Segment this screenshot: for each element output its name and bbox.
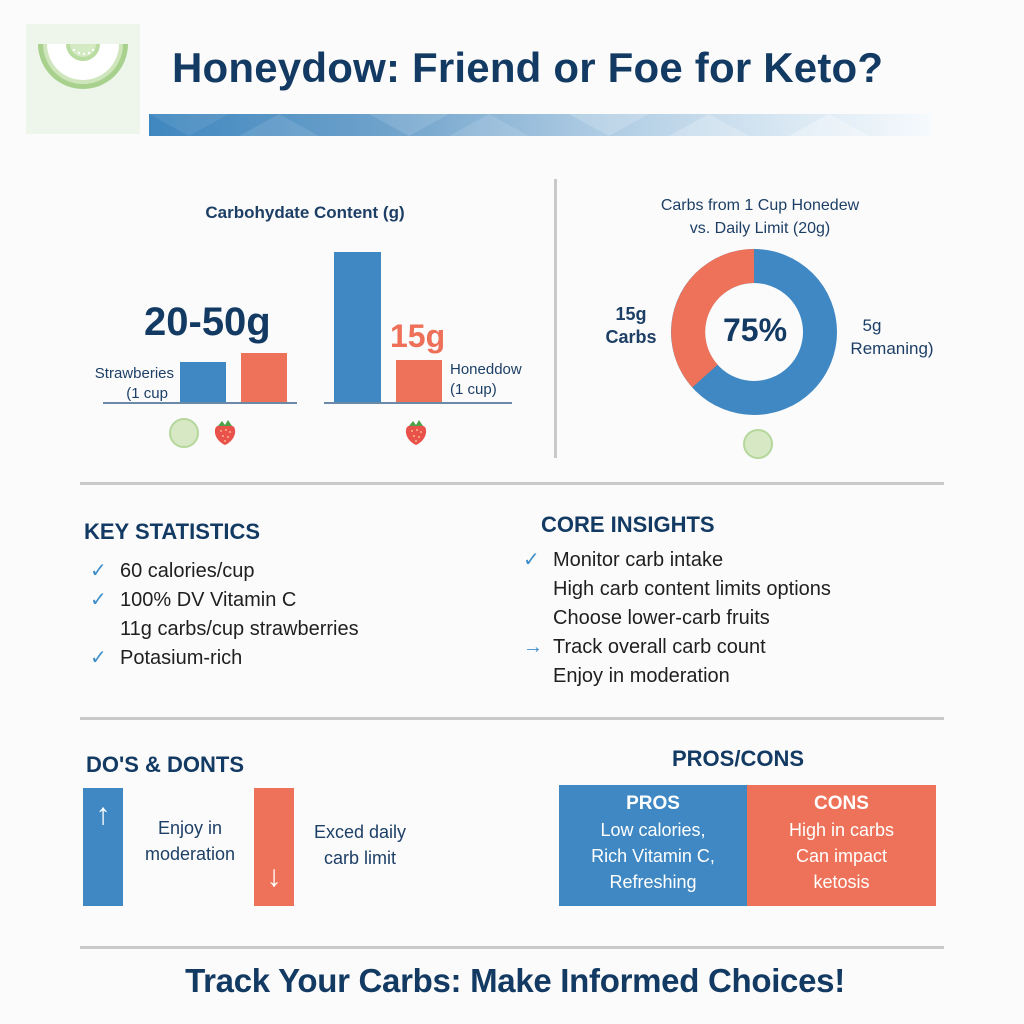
section-divider xyxy=(80,946,944,949)
bar-baseline-right xyxy=(324,402,512,404)
check-icon: ✓ xyxy=(90,560,107,582)
honeydew-label: Honeddow (1 cup) xyxy=(450,361,522,398)
page-title: Honeydow: Friend or Foe for Keto? xyxy=(172,44,884,91)
donut-label-carbs: 15g Carbs xyxy=(605,304,657,347)
donut-label-remaining: 5g Remaning) xyxy=(850,316,934,358)
list-item: Choose lower-carb fruits xyxy=(553,607,770,629)
honeydew-dot-icon xyxy=(743,429,773,459)
honeydew-logo xyxy=(26,24,140,134)
core-insights-list: ✓ Monitor carb intake High carb content l… xyxy=(517,546,831,691)
arrow-right-icon: → xyxy=(523,636,543,658)
check-icon: ✓ xyxy=(90,647,107,669)
honeydew-bar-coral xyxy=(396,360,442,403)
list-item: ✓ 100% DV Vitamin C xyxy=(84,586,359,615)
strawberry-icon xyxy=(405,420,427,445)
honeydew-dot-icon xyxy=(169,418,199,448)
cons-box: CONS High in carbs Can impact ketosis xyxy=(747,785,936,906)
title-underline-band xyxy=(149,114,931,136)
section-divider xyxy=(80,482,944,485)
dont-text: Exced daily carb limit xyxy=(313,822,407,868)
arrow-up-icon: ↑ xyxy=(95,798,111,831)
arrow-down-icon: ↓ xyxy=(266,860,282,893)
strawberries-bar-blue xyxy=(180,362,226,403)
bar-baseline-left xyxy=(103,402,297,404)
vertical-divider xyxy=(554,179,557,458)
list-item: → Track overall carb count xyxy=(517,633,831,662)
strawberry-icon xyxy=(214,420,236,445)
list-item: 11g carbs/cup strawberries xyxy=(120,618,359,640)
list-item: ✓ Potasium-rich xyxy=(84,644,359,673)
donut-chart-title: Carbs from 1 Cup Honedew vs. Daily Limit… xyxy=(660,197,860,237)
honeydew-value-label: 15g xyxy=(390,318,446,354)
check-icon: ✓ xyxy=(523,549,540,571)
dont-bar: ↓ xyxy=(254,788,294,906)
carb-range-label: 20-50g xyxy=(144,300,271,344)
key-statistics-list: ✓ 60 calories/cup ✓ 100% DV Vitamin C 11g … xyxy=(84,557,359,673)
honeydew-bar-blue xyxy=(334,252,381,403)
list-item: High carb content limits options xyxy=(553,578,831,600)
donut-center-percent: 75% xyxy=(722,312,788,348)
pros-cons-heading: PROS/CONS xyxy=(672,746,805,771)
key-statistics-heading: KEY STATISTICS xyxy=(84,519,261,544)
do-bar: ↑ xyxy=(83,788,123,906)
section-divider xyxy=(80,717,944,720)
strawberries-label: Strawberies (1 cup xyxy=(94,365,174,402)
dos-donts-heading: DO'S & DONTS xyxy=(86,752,245,777)
strawberries-bar-coral xyxy=(241,353,287,403)
list-item: Enjoy in moderation xyxy=(553,665,730,687)
footer-tagline: Track Your Carbs: Make Informed Choices! xyxy=(185,962,845,999)
honeydew-slice-icon xyxy=(38,44,128,89)
core-insights-heading: CORE INSIGHTS xyxy=(541,512,715,537)
bar-chart-title: Carbohydate Content (g) xyxy=(205,203,405,222)
do-text: Enjoy in moderation xyxy=(144,818,236,864)
donut-chart xyxy=(671,249,837,415)
pros-box: PROS Low calories, Rich Vitamin C, Refre… xyxy=(559,785,747,906)
check-icon: ✓ xyxy=(90,589,107,611)
list-item: ✓ Monitor carb intake xyxy=(517,546,831,575)
list-item: ✓ 60 calories/cup xyxy=(84,557,359,586)
